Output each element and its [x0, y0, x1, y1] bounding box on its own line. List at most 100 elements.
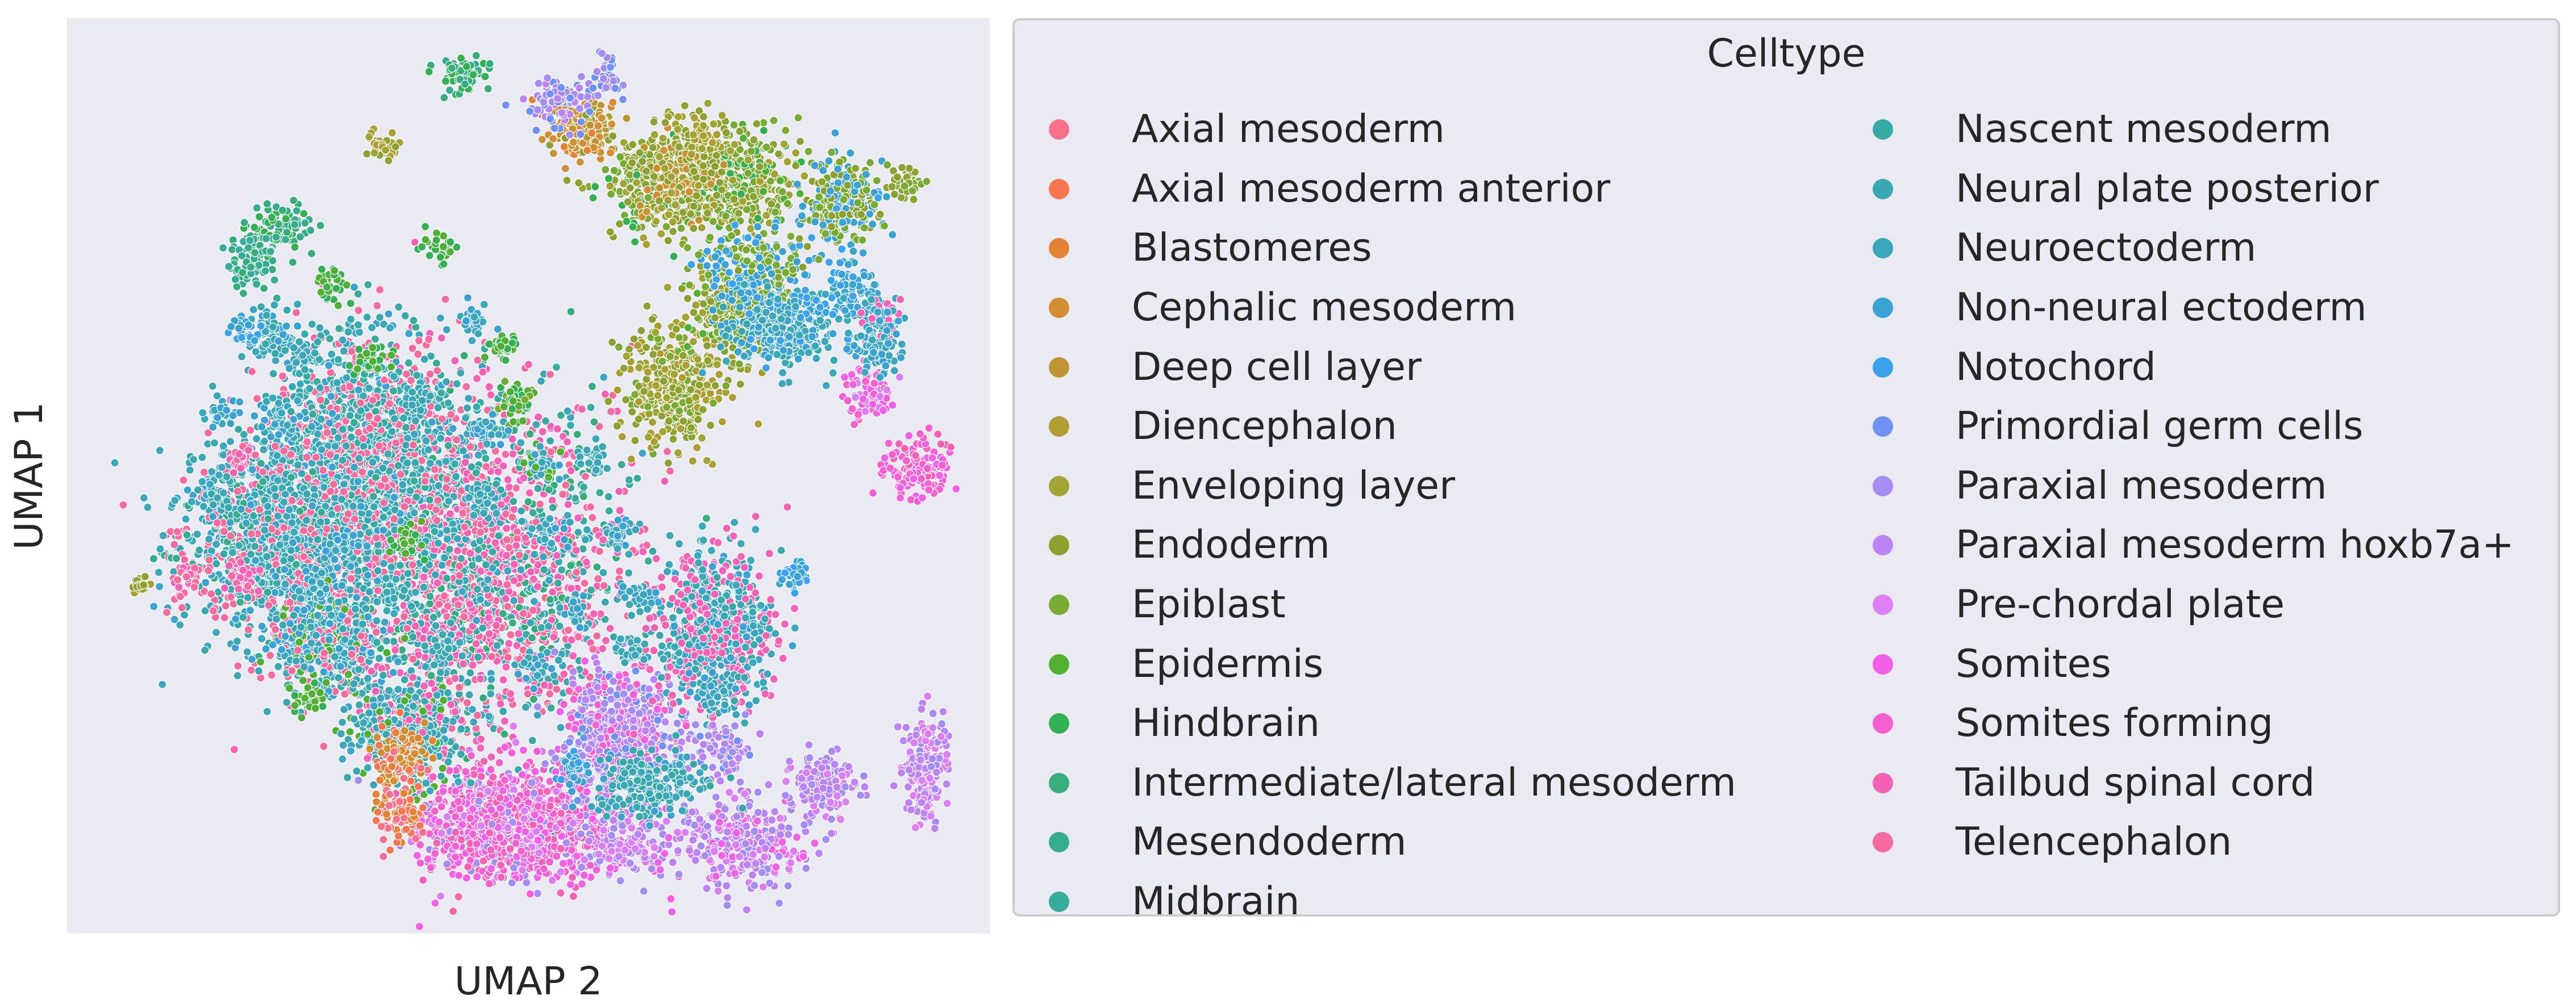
scatter-point	[226, 518, 235, 527]
scatter-point	[427, 671, 436, 680]
scatter-point	[574, 528, 583, 537]
scatter-point	[593, 562, 602, 572]
scatter-point	[384, 309, 393, 319]
scatter-point	[282, 698, 291, 707]
scatter-point	[660, 476, 669, 486]
scatter-point	[342, 373, 351, 383]
scatter-point	[386, 625, 395, 634]
scatter-point	[307, 320, 316, 329]
scatter-point	[338, 455, 347, 465]
scatter-point	[538, 427, 547, 436]
scatter-point	[180, 610, 189, 620]
scatter-point	[379, 559, 388, 568]
scatter-point	[311, 453, 320, 462]
scatter-point	[207, 589, 216, 599]
scatter-point	[487, 652, 497, 661]
scatter-point	[498, 609, 507, 618]
scatter-point	[379, 512, 388, 522]
scatter-point	[394, 303, 403, 312]
scatter-point	[478, 693, 488, 702]
scatter-point	[316, 395, 325, 404]
scatter-point	[589, 645, 598, 654]
scatter-point	[319, 742, 328, 751]
scatter-point	[533, 582, 543, 591]
scatter-point	[270, 442, 280, 451]
scatter-point	[364, 528, 374, 537]
scatter-point	[239, 613, 248, 622]
scatter-point	[400, 502, 409, 511]
scatter-point	[182, 530, 191, 539]
scatter-point	[435, 600, 444, 609]
scatter-point	[502, 551, 511, 560]
scatter-point	[280, 497, 289, 507]
scatter-point	[420, 355, 429, 364]
scatter-point	[533, 484, 543, 493]
scatter-point	[556, 723, 565, 732]
scatter-point	[220, 613, 229, 622]
scatter-point	[639, 547, 648, 556]
scatter-point	[484, 613, 493, 622]
scatter-point	[533, 412, 543, 422]
scatter-point	[172, 554, 181, 563]
scatter-point	[539, 552, 548, 562]
scatter-point	[187, 497, 196, 507]
scatter-point	[526, 567, 536, 576]
scatter-point	[420, 476, 430, 486]
scatter-point	[503, 566, 512, 576]
scatter-point	[398, 480, 407, 490]
scatter-point	[278, 371, 287, 380]
scatter-point	[350, 514, 359, 524]
scatter-point	[533, 710, 542, 720]
scatter-point	[508, 434, 517, 444]
scatter-point	[566, 307, 576, 316]
scatter-point	[503, 653, 512, 662]
scatter-point	[210, 438, 219, 447]
scatter-point	[259, 445, 268, 454]
scatter-point	[455, 683, 464, 692]
scatter-point	[367, 667, 376, 676]
scatter-point	[548, 503, 557, 512]
scatter-point	[524, 497, 533, 507]
scatter-point	[394, 461, 403, 470]
scatter-point	[287, 382, 297, 391]
scatter-point	[368, 458, 377, 467]
scatter-point	[510, 559, 519, 569]
scatter-point	[354, 428, 363, 437]
scatter-point	[286, 407, 295, 416]
scatter-point	[460, 351, 469, 360]
scatter-point	[338, 336, 347, 345]
scatter-point	[273, 451, 282, 461]
scatter-point	[486, 390, 495, 400]
scatter-plot	[110, 47, 961, 931]
scatter-point	[373, 414, 382, 423]
scatter-point	[189, 455, 198, 464]
scatter-point	[280, 446, 289, 455]
scatter-point	[390, 514, 399, 524]
scatter-point	[665, 531, 674, 540]
scatter-point	[662, 447, 672, 456]
scatter-point	[409, 440, 418, 450]
scatter-point	[217, 463, 227, 472]
scatter-point	[181, 514, 190, 524]
scatter-point	[365, 424, 374, 433]
scatter-point	[552, 362, 561, 372]
scatter-point	[497, 500, 506, 509]
scatter-point	[488, 547, 497, 557]
scatter-point	[139, 493, 148, 503]
scatter-point	[155, 446, 164, 455]
scatter-point	[286, 554, 295, 563]
scatter-point	[252, 434, 261, 444]
scatter-point	[390, 505, 399, 514]
scatter-point	[302, 490, 311, 499]
scatter-point	[395, 560, 405, 570]
scatter-point	[441, 483, 451, 492]
scatter-point	[193, 529, 202, 539]
scatter-point	[334, 355, 343, 364]
scatter-point	[552, 685, 561, 694]
scatter-point	[430, 527, 439, 536]
scatter-point	[355, 328, 364, 337]
scatter-point	[574, 632, 583, 642]
scatter-point	[316, 517, 325, 526]
scatter-point	[474, 554, 483, 563]
scatter-point	[267, 524, 276, 534]
